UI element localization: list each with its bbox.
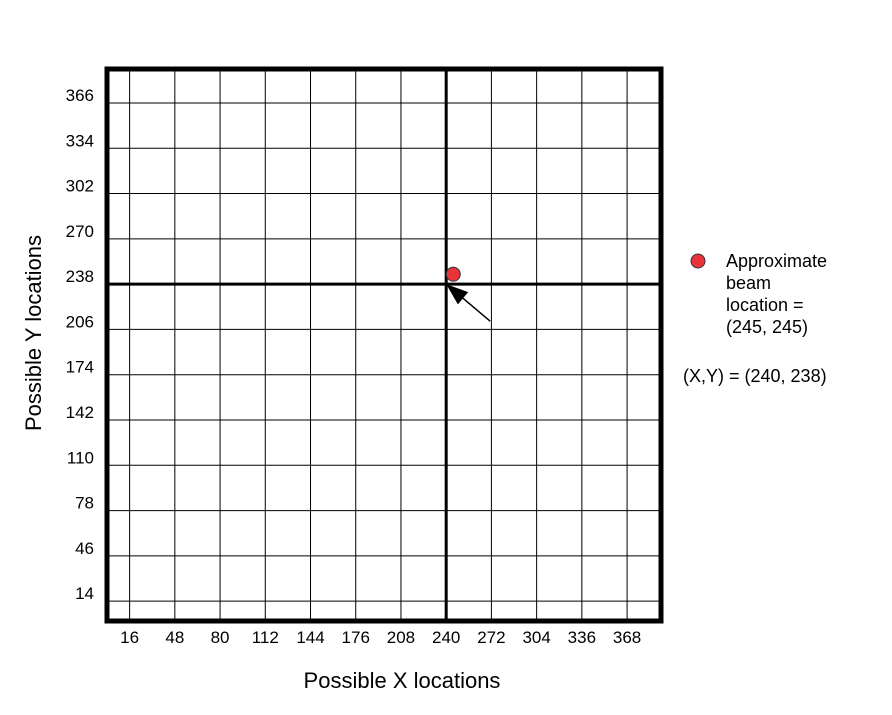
x-axis-title: Possible X locations xyxy=(304,668,501,693)
legend-label-line: (245, 245) xyxy=(726,317,808,337)
y-tick-label: 302 xyxy=(66,177,94,196)
data-points xyxy=(445,266,461,282)
x-tick-label: 80 xyxy=(211,628,230,647)
y-tick-label: 206 xyxy=(66,312,94,331)
x-tick-label: 208 xyxy=(387,628,415,647)
y-tick-label: 46 xyxy=(75,539,94,558)
x-tick-label: 48 xyxy=(165,628,184,647)
x-tick-label: 368 xyxy=(613,628,641,647)
annotation-arrow-head xyxy=(446,284,469,305)
y-tick-label: 142 xyxy=(66,403,94,422)
x-tick-label: 176 xyxy=(342,628,370,647)
y-tick-label: 174 xyxy=(66,358,94,377)
legend-label-line: location = xyxy=(726,295,804,315)
x-tick-label: 272 xyxy=(477,628,505,647)
crosshair-coordinate-annotation: (X,Y) = (240, 238) xyxy=(683,366,827,386)
y-tick-label: 78 xyxy=(75,494,94,513)
legend-marker-beam xyxy=(690,253,706,269)
plot-frame xyxy=(104,66,664,624)
y-axis-title: Possible Y locations xyxy=(21,235,46,431)
legend-label-line: Approximate xyxy=(726,251,827,271)
y-tick-label: 334 xyxy=(66,131,94,150)
y-tick-label: 270 xyxy=(66,222,94,241)
x-tick-labels: 16 48 80 112 144 176 208 240 272 304 336 368 xyxy=(120,628,641,647)
grid xyxy=(107,69,661,621)
x-tick-label: 144 xyxy=(296,628,324,647)
x-tick-label: 304 xyxy=(522,628,550,647)
x-tick-label: 16 xyxy=(120,628,139,647)
y-tick-label: 366 xyxy=(66,86,94,105)
x-tick-label: 112 xyxy=(252,628,279,647)
legend: Approximate beam location = (245, 245) xyxy=(690,251,827,337)
annotation-arrow xyxy=(446,284,491,322)
y-tick-label: 110 xyxy=(67,448,94,467)
y-tick-labels: 14 46 78 110 142 174 206 238 270 302 334 366 xyxy=(66,86,94,603)
y-tick-label: 14 xyxy=(75,584,94,603)
x-tick-label: 240 xyxy=(432,628,460,647)
x-tick-label: 336 xyxy=(568,628,596,647)
beam-location-point xyxy=(445,266,461,282)
y-tick-label: 238 xyxy=(66,267,94,286)
legend-label-line: beam xyxy=(726,273,771,293)
annotation-arrow-shaft xyxy=(462,297,491,322)
